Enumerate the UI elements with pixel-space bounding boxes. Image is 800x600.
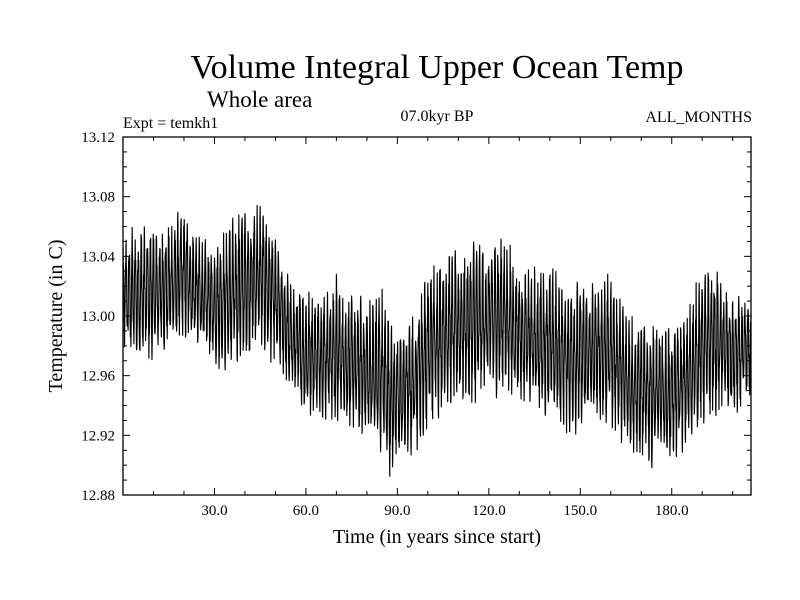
y-tick-label: 13.08 [81,190,115,206]
y-tick-label: 13.12 [81,130,115,146]
x-axis-label: Time (in years since start) [333,526,541,548]
chart-title: Volume Integral Upper Ocean Temp [191,49,684,86]
chart-subtitle: Whole area [207,87,312,112]
x-tick-label: 120.0 [472,503,506,519]
temperature-series-line [122,204,752,477]
y-axis-label: Temperature (in C) [45,240,67,393]
y-tick-label: 12.88 [81,488,115,504]
x-tick-label: 150.0 [563,503,597,519]
series-layer [122,204,752,477]
x-tick-label: 30.0 [201,503,227,519]
tick-layer: 30.0 60.0 90.0 120.0 150.0 180.0 12.88 12.92 12.… [81,130,751,519]
plot-frame [122,136,752,496]
y-tick-label: 12.96 [81,369,115,385]
y-tick-label: 12.92 [81,428,115,444]
y-tick-label: 13.00 [81,309,115,325]
period-label: 07.0kyr BP [401,108,474,125]
x-tick-label: 180.0 [655,503,689,519]
experiment-label: Expt = temkh1 [123,115,218,132]
x-tick-label: 90.0 [384,503,410,519]
y-tick-label: 13.04 [81,249,115,265]
months-label: ALL_MONTHS [645,109,752,126]
x-tick-label: 60.0 [293,503,319,519]
